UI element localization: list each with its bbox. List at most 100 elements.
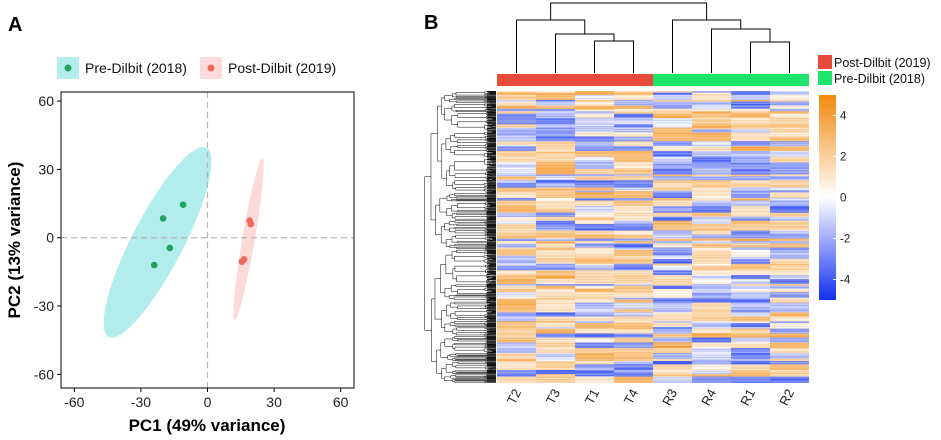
heatmap-cell: [692, 267, 732, 269]
heatmap-cell: [770, 310, 809, 312]
heatmap-cell: [770, 143, 809, 145]
heatmap-cell: [770, 185, 809, 187]
heatmap-cell: [731, 334, 771, 336]
heatmap-cell: [770, 370, 809, 372]
heatmap-cell: [575, 276, 615, 278]
heatmap-cell: [575, 330, 615, 332]
heatmap-cell: [770, 120, 809, 122]
colorbar-tick-label: 4: [840, 111, 847, 123]
dendro-link-t2: [516, 19, 586, 73]
heatmap-cell: [692, 99, 732, 102]
heatmap-cell: [497, 143, 537, 145]
heatmap-cell: [731, 99, 771, 101]
heatmap-cell: [731, 268, 771, 270]
heatmap-cell: [653, 262, 693, 265]
heatmap-cell: [614, 357, 654, 359]
heatmap-cell: [731, 374, 771, 377]
heatmap-cell: [575, 211, 615, 213]
heatmap-cell: [536, 159, 576, 161]
heatmap-cell: [575, 170, 615, 172]
heatmap-cell: [575, 230, 615, 232]
heatmap-cell: [692, 380, 732, 382]
heatmap-cell: [497, 312, 537, 314]
heatmap-cell: [536, 193, 576, 195]
heatmap-cell: [536, 329, 576, 331]
heatmap-cell: [692, 155, 732, 158]
heatmap-cell: [731, 201, 771, 203]
heatmap-cell: [653, 362, 693, 364]
heatmap-cell: [692, 265, 732, 267]
heatmap-cell: [770, 343, 809, 345]
heatmap-cell: [692, 151, 732, 153]
heatmap-cell: [614, 342, 654, 344]
heatmap-cell: [731, 207, 771, 209]
heatmap-cell: [614, 99, 654, 102]
heatmap-cell: [497, 329, 537, 331]
heatmap-cell: [653, 189, 693, 191]
heatmap-cell: [497, 315, 537, 317]
heatmap-cell: [536, 298, 576, 300]
heatmap-cell: [731, 209, 771, 211]
heatmap-cell: [770, 131, 809, 133]
heatmap-cell: [770, 236, 809, 238]
heatmap-cell: [731, 117, 771, 119]
heatmap-cell: [731, 311, 771, 313]
heatmap-cell: [770, 176, 809, 178]
heatmap-cell: [614, 368, 654, 370]
heatmap-cell: [614, 178, 654, 180]
heatmap-cell: [770, 92, 809, 94]
heatmap-cell: [575, 273, 615, 275]
heatmap-cell: [692, 154, 732, 156]
heatmap-cell: [497, 281, 537, 283]
heatmap-cell: [497, 185, 537, 188]
heatmap-cell: [614, 241, 654, 243]
heatmap-cell: [497, 180, 537, 182]
heatmap-cell: [731, 237, 771, 239]
heatmap-cell: [653, 132, 693, 134]
heatmap-cell: [731, 257, 771, 259]
heatmap-cell: [497, 115, 537, 117]
heatmap-cell: [692, 299, 732, 301]
heatmap-cell: [692, 158, 732, 160]
heatmap-cell: [653, 297, 693, 299]
heatmap-cell: [575, 254, 615, 256]
heatmap-cell: [497, 313, 537, 315]
heatmap-cell: [653, 364, 693, 366]
heatmap-cell: [692, 241, 732, 244]
heatmap-cell: [536, 345, 576, 347]
heatmap-cell: [497, 366, 537, 368]
heatmap-cell: [575, 348, 615, 350]
heatmap-cell: [653, 347, 693, 349]
heatmap-cell: [692, 308, 732, 310]
heatmap-cell: [536, 378, 576, 380]
heatmap-cell: [536, 339, 576, 341]
heatmap-cell: [614, 289, 654, 291]
heatmap-cell: [536, 92, 576, 94]
heatmap-cell: [536, 291, 576, 293]
heatmap-cell: [653, 291, 693, 293]
heatmap-cell: [653, 107, 693, 109]
heatmap-cell: [536, 348, 576, 350]
heatmap-cell: [497, 265, 537, 267]
heatmap-cell: [575, 340, 615, 342]
heatmap-cell: [575, 148, 615, 150]
row-dendro-link: [434, 278, 442, 320]
heatmap-cell: [497, 129, 537, 131]
heatmap-cell: [536, 382, 576, 383]
heatmap-cell: [497, 159, 537, 162]
heatmap-cell: [770, 136, 809, 138]
heatmap-cell: [497, 187, 537, 189]
heatmap-cell: [692, 371, 732, 373]
heatmap-cell: [653, 96, 693, 98]
heatmap-cell: [575, 271, 615, 274]
row-dendro-link: [454, 265, 486, 272]
heatmap-cell: [653, 120, 693, 122]
heatmap-cell: [536, 325, 576, 327]
heatmap-cell: [770, 111, 809, 113]
heatmap-cell: [536, 154, 576, 156]
heatmap-cell: [614, 177, 654, 179]
row-dendro-link: [454, 104, 487, 108]
heatmap-cell: [497, 297, 537, 299]
heatmap-cell: [731, 151, 771, 153]
heatmap-cell: [692, 243, 732, 245]
